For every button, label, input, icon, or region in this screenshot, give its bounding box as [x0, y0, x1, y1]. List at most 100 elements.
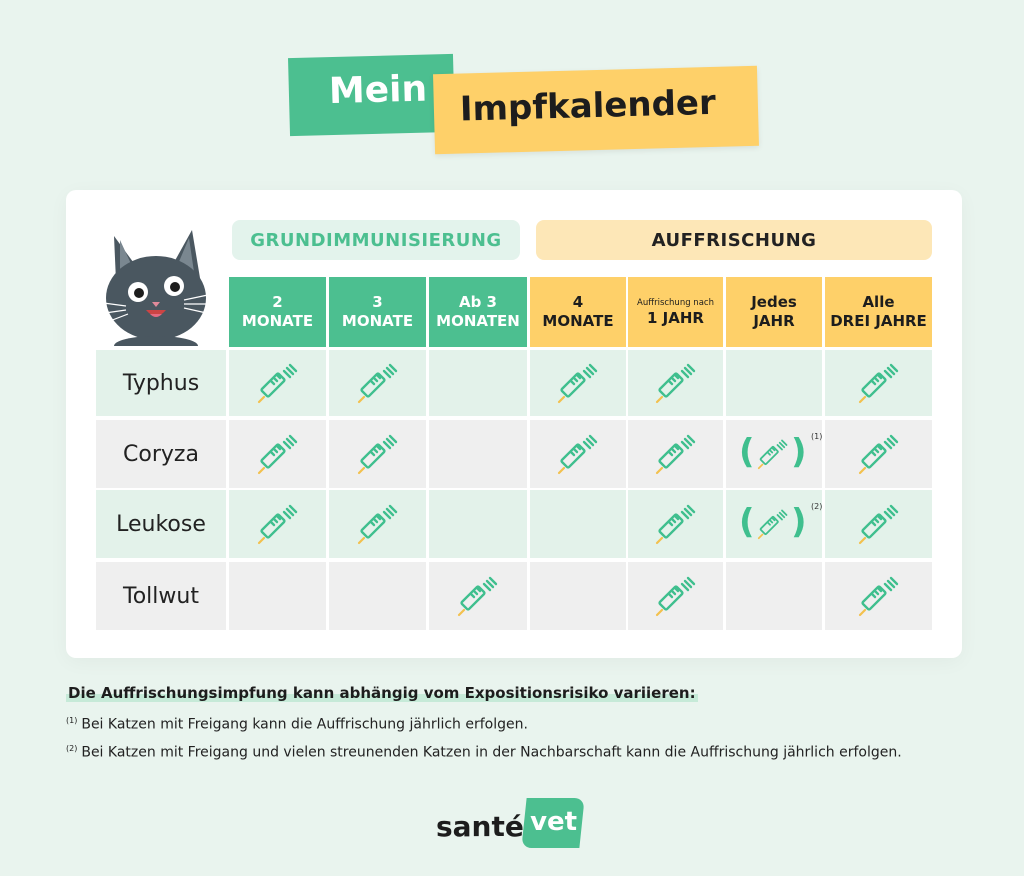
- syringe-icon: [557, 363, 598, 404]
- table-cell: [530, 562, 626, 630]
- logo-text-sante: santé: [436, 810, 524, 843]
- column-header-line2: DREI JAHRE: [830, 312, 927, 330]
- column-header-2: 3 MONATE: [329, 277, 426, 347]
- paren-open: (: [739, 502, 755, 542]
- column-header-line2: 1 JAHR: [647, 308, 704, 327]
- table-cell: [429, 490, 527, 558]
- syringe-icon: [655, 363, 695, 404]
- column-header-line2: MONATEN: [436, 312, 520, 330]
- syringe-icon: [357, 434, 397, 475]
- logo-text-vet: vet: [530, 807, 578, 837]
- column-header-line2: MONATE: [341, 312, 414, 330]
- paren-close: ): [791, 502, 807, 542]
- table-cell: [726, 562, 822, 630]
- column-header-line2: JAHR: [753, 312, 795, 330]
- column-header-4: 4 MONATE: [530, 277, 626, 347]
- table-cell: [329, 350, 426, 416]
- table-cell: [726, 350, 822, 416]
- footnote-2-ref: (2): [66, 744, 78, 753]
- table-cell: [229, 350, 326, 416]
- column-header-line1: Jedes: [751, 293, 797, 311]
- table-cell: [329, 490, 426, 558]
- row-label-leukose: Leukose: [96, 490, 226, 558]
- footnote-1: (1) Bei Katzen mit Freigang kann die Auff…: [66, 716, 528, 733]
- table-cell: [628, 490, 723, 558]
- optional-vaccine: () (2): [739, 502, 822, 544]
- table-cell: [229, 420, 326, 488]
- column-header-7: Alle DREI JAHRE: [825, 277, 932, 347]
- column-header-line1: 3: [372, 293, 383, 311]
- table-cell: [530, 420, 626, 488]
- row-label-coryza: Coryza: [96, 420, 226, 488]
- table-cell: [628, 420, 723, 488]
- column-header-line2: MONATE: [542, 312, 614, 330]
- optional-vaccine: () (1): [739, 432, 822, 474]
- syringe-icon: [357, 363, 397, 404]
- footnote-marker: (1): [811, 432, 823, 441]
- paren-close: ): [791, 432, 807, 472]
- table-cell: [229, 490, 326, 558]
- table-cell: [229, 562, 326, 630]
- table-cell: [628, 562, 723, 630]
- table-cell: [825, 420, 932, 488]
- syringe-icon: [257, 434, 297, 475]
- row-label-typhus: Typhus: [96, 350, 226, 416]
- footnote-2: (2) Bei Katzen mit Freigang und vielen st…: [66, 744, 902, 761]
- syringe-icon: [655, 576, 695, 617]
- footnote-1-text: Bei Katzen mit Freigang kann die Auffris…: [81, 716, 528, 733]
- column-header-6: Jedes JAHR: [726, 277, 822, 347]
- group-primary-immunization: GRUNDIMMUNISIERUNG: [232, 220, 520, 260]
- syringe-icon: [858, 576, 898, 617]
- column-header-line1: 2: [272, 293, 283, 311]
- syringe-icon: [757, 439, 788, 470]
- table-cell: [628, 350, 723, 416]
- table-cell: [825, 350, 932, 416]
- table-cell: [329, 420, 426, 488]
- footnote-marker: (2): [811, 502, 823, 511]
- syringe-icon: [655, 504, 695, 545]
- table-cell: [429, 420, 527, 488]
- table-cell: [825, 490, 932, 558]
- table-cell: [429, 350, 527, 416]
- schedule-card: GRUNDIMMUNISIERUNG AUFFRISCHUNG 2 MONATE 3…: [66, 190, 962, 658]
- santevet-logo: santé vet: [436, 796, 596, 856]
- table-cell: [530, 350, 626, 416]
- table-cell: [825, 562, 932, 630]
- column-header-line1: Alle: [862, 293, 895, 311]
- column-header-line1: Ab 3: [458, 293, 497, 311]
- column-header-line1: 4: [572, 293, 584, 311]
- title-part1: Mein: [328, 68, 428, 113]
- syringe-icon: [757, 509, 788, 540]
- footnote-1-ref: (1): [66, 716, 78, 725]
- syringe-icon: [357, 504, 397, 545]
- table-cell: [329, 562, 426, 630]
- syringe-icon: [858, 434, 898, 475]
- title-impfkalender-box: Impfkalender: [433, 65, 759, 155]
- syringe-icon: [257, 363, 297, 404]
- column-header-3: Ab 3 MONATEN: [429, 277, 527, 347]
- table-cell: [530, 490, 626, 558]
- title-part2: Impfkalender: [459, 82, 717, 130]
- column-header-5: Auffrischung nach 1 JAHR: [628, 277, 723, 347]
- syringe-icon: [457, 576, 498, 617]
- title-banner: Mein Impfkalender: [0, 0, 1024, 170]
- syringe-icon: [557, 434, 598, 475]
- column-header-1: 2 MONATE: [229, 277, 326, 347]
- column-header-small: Auffrischung nach: [637, 297, 714, 308]
- column-header-line2: MONATE: [241, 312, 314, 330]
- table-cell: () (2): [726, 490, 822, 558]
- syringe-icon: [257, 504, 297, 545]
- footer-heading: Die Auffrischungsimpfung kann abhängig v…: [66, 684, 698, 702]
- title-mein-box: Mein: [288, 53, 455, 137]
- syringe-icon: [858, 504, 898, 545]
- footnote-2-text: Bei Katzen mit Freigang und vielen streu…: [81, 744, 902, 761]
- logo-vet-box: vet: [521, 798, 585, 848]
- syringe-icon: [858, 363, 898, 404]
- row-label-tollwut: Tollwut: [96, 562, 226, 630]
- table-cell: [429, 562, 527, 630]
- syringe-icon: [655, 434, 695, 475]
- group-booster: AUFFRISCHUNG: [536, 220, 932, 260]
- table-cell: () (1): [726, 420, 822, 488]
- paren-open: (: [739, 432, 755, 472]
- cat-illustration: [96, 230, 224, 346]
